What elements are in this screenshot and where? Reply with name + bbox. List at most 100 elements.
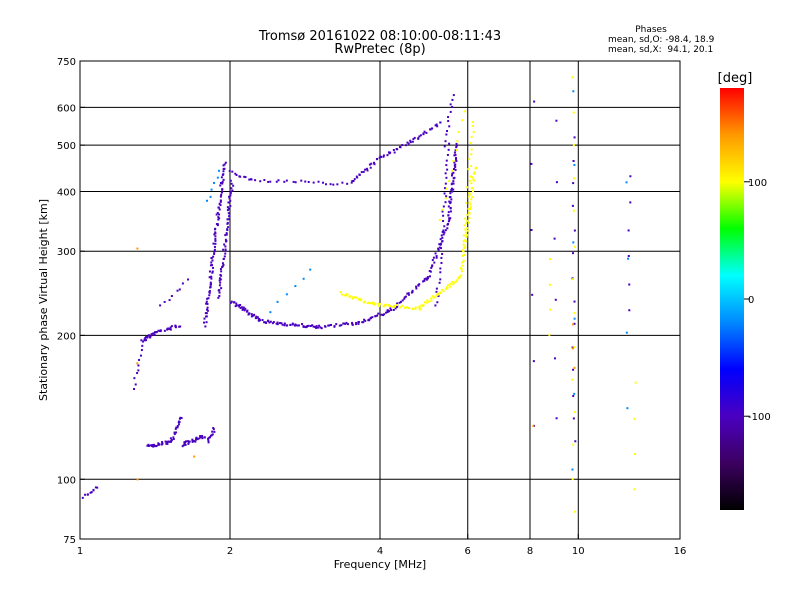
data-point (455, 144, 458, 147)
data-point (212, 428, 215, 431)
data-point (473, 171, 476, 174)
data-point (404, 295, 407, 298)
data-point (96, 486, 99, 489)
data-point (573, 136, 576, 139)
data-point (294, 324, 297, 327)
data-point (401, 304, 404, 307)
data-point (218, 208, 221, 211)
data-point (396, 303, 399, 306)
data-point (464, 217, 467, 220)
data-point (360, 171, 363, 174)
data-point (285, 324, 288, 327)
data-point (214, 239, 217, 242)
data-point (153, 333, 156, 336)
data-point (312, 181, 315, 184)
data-point (342, 322, 345, 325)
data-point (464, 231, 467, 234)
data-point (399, 306, 402, 309)
data-point (448, 217, 451, 220)
data-point (445, 195, 448, 198)
data-point (446, 153, 449, 156)
data-point (426, 299, 429, 302)
data-point (136, 362, 139, 365)
chart-title: Tromsø 20161022 08:10:00-08:11:43 (258, 29, 501, 44)
data-point (213, 252, 216, 255)
data-point (176, 425, 179, 428)
data-point (149, 336, 152, 339)
data-point (429, 128, 432, 131)
data-point (152, 444, 155, 447)
data-point (346, 323, 349, 326)
data-point (462, 240, 465, 243)
data-point (222, 164, 225, 167)
data-point (440, 261, 443, 264)
data-point (555, 417, 558, 420)
data-point (209, 264, 212, 267)
data-point (174, 326, 177, 329)
data-point (441, 210, 444, 213)
data-point (89, 491, 92, 494)
data-point (344, 322, 347, 325)
data-point (452, 94, 455, 97)
data-point (418, 306, 421, 309)
data-point (330, 323, 333, 326)
data-point (222, 257, 225, 260)
data-point (280, 322, 283, 325)
data-point (231, 189, 234, 192)
data-point (448, 180, 451, 183)
data-point (210, 275, 213, 278)
data-point (454, 280, 457, 283)
data-point (210, 261, 213, 264)
data-point (376, 314, 379, 317)
data-point (447, 214, 450, 217)
data-point (453, 176, 456, 179)
data-point (462, 247, 465, 250)
data-point (572, 278, 575, 281)
data-point (225, 239, 228, 242)
data-point (268, 321, 271, 324)
data-point (372, 302, 375, 305)
data-point (464, 228, 467, 231)
data-point (452, 160, 455, 163)
data-point (388, 310, 391, 313)
data-point (438, 218, 441, 221)
data-point (169, 326, 172, 329)
data-point (571, 468, 574, 471)
data-point (239, 303, 242, 306)
data-point (213, 250, 216, 253)
data-point (460, 270, 463, 273)
data-point (263, 321, 266, 324)
data-point (340, 324, 343, 327)
data-point (442, 205, 445, 208)
data-point (220, 287, 223, 290)
data-point (212, 255, 215, 258)
data-point (449, 110, 452, 113)
data-point (219, 204, 222, 207)
data-point (224, 161, 227, 164)
data-point (628, 283, 631, 286)
data-point (315, 325, 318, 328)
data-point (201, 434, 204, 437)
data-point (219, 184, 222, 187)
data-point (441, 208, 444, 211)
data-point (451, 106, 454, 109)
data-point (248, 178, 251, 181)
data-point (452, 283, 455, 286)
data-point (230, 182, 233, 185)
data-point (439, 238, 442, 241)
data-point (173, 431, 176, 434)
data-point (472, 178, 475, 181)
data-point (430, 266, 433, 269)
data-point (533, 100, 536, 103)
data-point (573, 317, 576, 320)
data-point (154, 444, 157, 447)
data-point (328, 324, 331, 327)
data-point (186, 440, 189, 443)
data-point (549, 308, 552, 311)
data-point (448, 200, 451, 203)
data-point (455, 146, 458, 149)
data-point (230, 187, 233, 190)
phase-box-title: Phases (635, 25, 667, 35)
data-point (292, 180, 295, 183)
data-point (226, 209, 229, 212)
